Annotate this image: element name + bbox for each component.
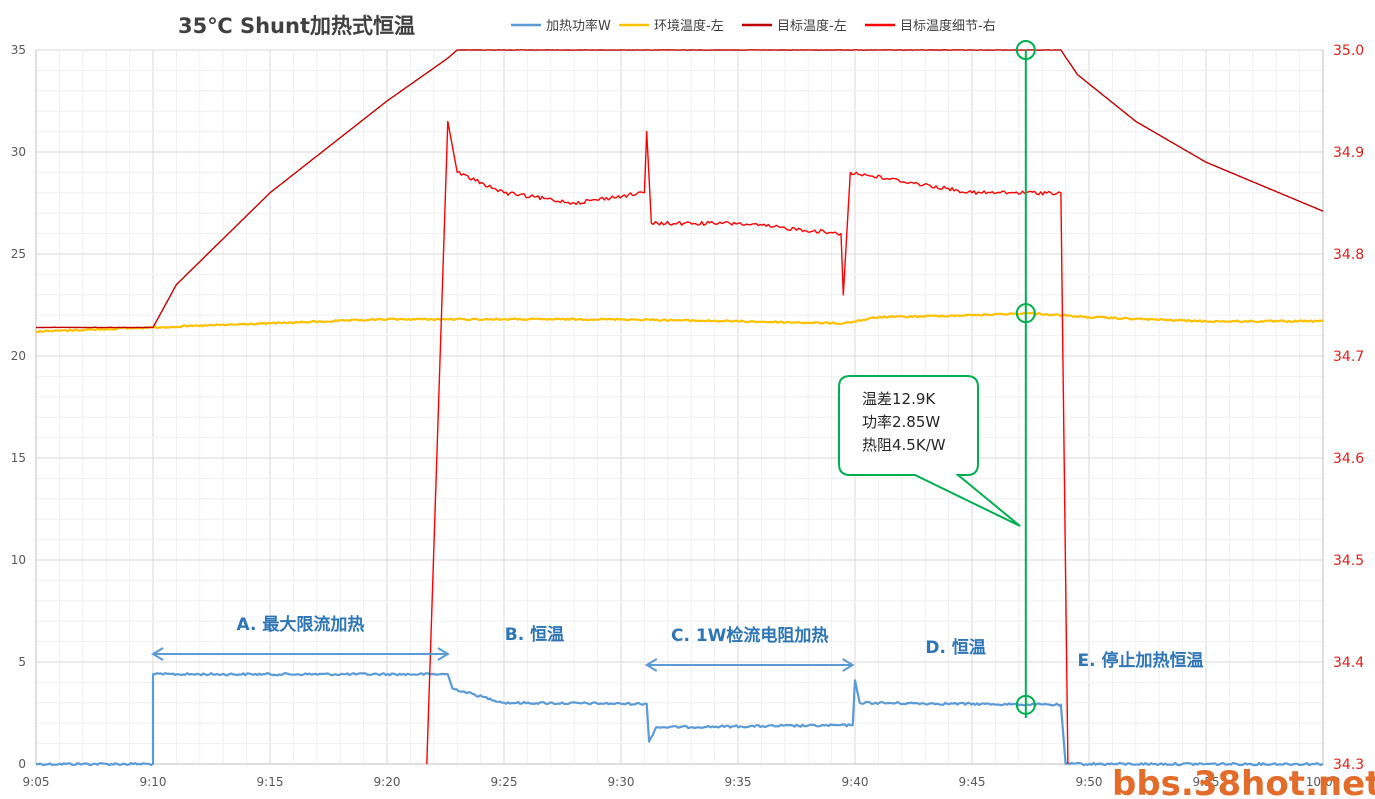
range-arrow-head: [644, 658, 658, 672]
marker-circle: [1015, 303, 1036, 324]
phase-label: C. 1W检流电阻加热: [671, 625, 828, 646]
legend-label: 加热功率W: [546, 18, 611, 34]
callout-text: 温差12.9K: [862, 390, 936, 408]
range-arrow-head: [437, 647, 450, 661]
y-right-tick-label: 34.9: [1333, 145, 1364, 161]
x-tick-label: 9:20: [374, 775, 401, 789]
target-temp-line: [35, 49, 1324, 329]
legend-label: 目标温度细节-右: [900, 18, 996, 34]
x-tick-label: 10:00: [1306, 775, 1341, 789]
y-left-tick-label: 35: [11, 43, 26, 57]
callout-text: 热阻4.5K/W: [862, 436, 946, 454]
x-tick-label: 9:35: [725, 775, 752, 789]
annotations: A. 最大限流加热 B. 恒温 C. 1W检流电阻加热 D. 恒温 E. 停止加热恒温 温…: [151, 40, 1203, 718]
phase-label: B. 恒温: [505, 624, 564, 645]
legend: 加热功率W 环境温度-左 目标温度-左 目标温度细节-右: [511, 18, 996, 34]
ambient-temp-line: [35, 311, 1324, 334]
y-left-tick-label: 30: [11, 145, 26, 159]
legend-label: 环境温度-左: [654, 18, 724, 34]
chart-title: 35℃ Shunt加热式恒温: [178, 14, 415, 38]
x-tick-label: 9:05: [23, 775, 50, 789]
x-tick-label: 9:55: [1193, 775, 1220, 789]
y-left-tick-label: 20: [11, 349, 26, 363]
y-right-tick-label: 34.3: [1333, 757, 1364, 773]
tick-labels: 0 5 10 15 20 25 30 35 34.3 34.4 34.5 34.6 34.7 34.8 34…: [11, 43, 1365, 789]
range-arrow-head: [842, 658, 855, 672]
y-right-tick-label: 34.5: [1333, 553, 1364, 569]
y-left-tick-label: 10: [11, 553, 26, 567]
phase-label: E. 停止加热恒温: [1077, 650, 1203, 671]
series-layer: [35, 49, 1324, 767]
x-tick-label: 9:40: [842, 775, 869, 789]
marker-circle: [1015, 694, 1036, 715]
range-arrow-head: [151, 647, 164, 661]
marker-circle: [1015, 40, 1036, 60]
phase-label: A. 最大限流加热: [236, 614, 364, 635]
y-right-tick-label: 34.6: [1333, 451, 1364, 467]
y-right-tick-label: 35.0: [1333, 43, 1364, 59]
y-right-tick-label: 34.8: [1333, 247, 1364, 263]
heating-power-line: [35, 672, 1324, 767]
phase-label: D. 恒温: [925, 637, 986, 658]
x-tick-label: 9:25: [491, 775, 518, 789]
x-tick-label: 9:45: [959, 775, 986, 789]
target-temp-detail-line: [426, 120, 1069, 765]
y-right-tick-label: 34.4: [1333, 655, 1364, 671]
y-left-tick-label: 0: [18, 757, 26, 771]
callout-text: 功率2.85W: [862, 413, 940, 431]
callout-box: [838, 375, 1021, 527]
x-tick-label: 9:15: [257, 775, 284, 789]
x-tick-label: 9:50: [1076, 775, 1103, 789]
y-right-tick-label: 34.7: [1333, 349, 1364, 365]
x-tick-label: 9:10: [140, 775, 167, 789]
y-left-tick-label: 25: [11, 247, 26, 261]
legend-label: 目标温度-左: [777, 18, 847, 34]
x-tick-label: 9:30: [608, 775, 635, 789]
y-left-tick-label: 5: [18, 655, 26, 669]
y-left-tick-label: 15: [11, 451, 26, 465]
watermark: bbs.38hot.net: [1112, 764, 1375, 799]
